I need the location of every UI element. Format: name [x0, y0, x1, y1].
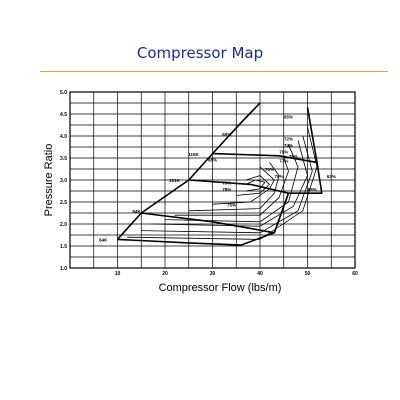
annotation-label: 75% — [227, 202, 236, 207]
annotation-label: 101K — [169, 178, 181, 183]
grid-layer — [69, 91, 356, 269]
x-tick-label: 30 — [210, 271, 216, 277]
efficiency-island-78pct — [245, 179, 266, 192]
annotation-label: 84K — [132, 209, 141, 214]
y-tick-label: 2.5 — [60, 200, 67, 206]
y-axis-label: Pressure Ratio — [43, 144, 55, 217]
x-tick-label: 10 — [115, 271, 121, 277]
x-tick-label: 20 — [162, 271, 168, 277]
x-axis-label: Compressor Flow (lbs/m) — [159, 282, 282, 294]
annotation-label: 115K — [188, 152, 199, 157]
annotation-label: 77% — [279, 158, 288, 163]
annotation-label: 64K — [99, 238, 108, 243]
efficiency-island-68pct — [150, 140, 308, 227]
speed-line-84k — [141, 212, 275, 234]
y-tick-label: 3.5 — [60, 156, 67, 162]
annotation-label: 65% — [284, 114, 293, 119]
speed-line-choke-line — [240, 107, 323, 246]
efficiency-island-60pct — [126, 127, 318, 240]
efficiency-island-72pct — [174, 157, 289, 216]
x-tick-label: 60 — [352, 271, 358, 277]
y-tick-label: 3.0 — [60, 178, 67, 184]
title-divider — [40, 71, 388, 72]
efficiency-island-76pct — [212, 166, 275, 205]
annotation-label: 65% — [308, 187, 317, 192]
y-tick-label: 1.5 — [60, 244, 67, 250]
y-tick-label: 4.5 — [60, 112, 67, 118]
data-layer: 64K84K101K115K60%65%68%70%72%74%76%77%78… — [99, 102, 336, 246]
annotation-label: 60% — [222, 132, 231, 137]
speed-line-115k — [212, 152, 318, 164]
annotation-label: 78% — [289, 154, 298, 159]
efficiency-island-77pct — [236, 175, 271, 196]
annotation-label: 72% — [284, 136, 293, 141]
annotation-label: 79% — [279, 150, 288, 155]
speed-line-64k — [117, 238, 242, 246]
tick-layer: 10 20 30 40 50 60 1.0 1.5 2.0 2.5 3.0 3.5 4.0 4.5 5.0 — [60, 90, 358, 277]
efficiency-island-70pct — [164, 144, 299, 223]
annotation-label: 74% — [284, 143, 293, 148]
annotation-label: 68% — [208, 158, 217, 163]
annotation-label: 78% — [222, 187, 231, 192]
annotation-label: 76% — [274, 174, 283, 179]
y-tick-label: 1.0 — [60, 266, 67, 272]
speed-line-surge-line — [116, 102, 261, 240]
efficiency-island-74pct — [188, 162, 280, 212]
x-tick-label: 40 — [257, 271, 263, 277]
annotation-label: 63% — [327, 174, 336, 179]
efficiency-island-65pct — [141, 135, 313, 234]
annotation-label: 70% — [265, 167, 274, 172]
y-tick-label: 4.0 — [60, 134, 67, 140]
y-tick-label: 5.0 — [60, 90, 67, 96]
y-tick-label: 2.0 — [60, 222, 67, 228]
x-tick-label: 50 — [305, 271, 311, 277]
annotation-label: 79% — [222, 180, 231, 185]
page-title: Compressor Map — [136, 44, 264, 62]
speed-line-101k — [188, 179, 289, 194]
